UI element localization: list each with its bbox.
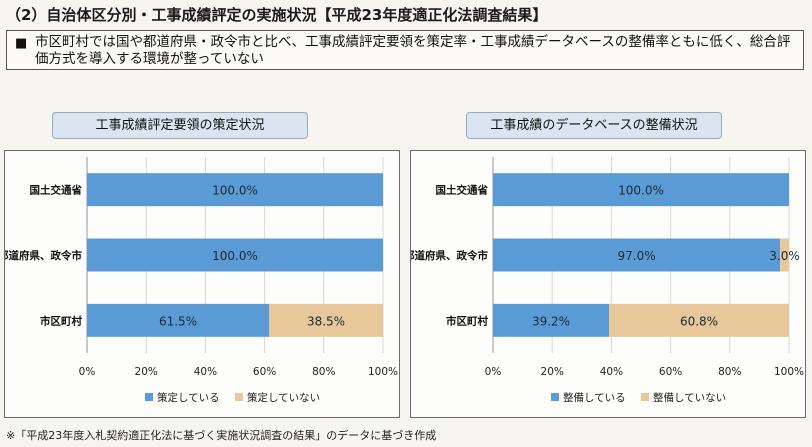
category-label: 国土交通省: [436, 184, 489, 197]
legend-swatch: [641, 393, 649, 401]
category-label: 市区町村: [40, 314, 82, 327]
x-tick-label: 40%: [194, 366, 217, 378]
x-tick-label: 20%: [541, 366, 564, 378]
summary-box: ■ 市区町村では国や都道府県・政令市と比べ、工事成績評定要領を策定率・工事成績デ…: [6, 30, 804, 70]
bar-segment: [609, 303, 789, 337]
bar-segment: [87, 173, 383, 207]
chart-1-svg: 国土交通省 100.0% 都道府県、政令市 100.0% 市区町村 61.5% 38.5% 0…: [5, 157, 398, 404]
x-tick-label: 100%: [774, 366, 804, 378]
data-label: 61.5%: [159, 314, 197, 328]
x-tick-label: 20%: [135, 366, 158, 378]
bar-segment: [493, 238, 781, 272]
legend-label: 整備していない: [653, 391, 726, 404]
legend-label: 策定している: [157, 391, 220, 404]
x-tick-label: 60%: [253, 366, 276, 378]
chart-2-panel: 国土交通省 100.0% 都道府県、政令市 97.0% 3.0% 市区町村 39.2% 60.…: [410, 150, 806, 418]
data-label: 3.0%: [769, 249, 800, 263]
legend-label: 策定していない: [247, 391, 320, 404]
bar-segment: [87, 238, 383, 272]
x-tick-label: 0%: [79, 366, 96, 378]
data-label: 97.0%: [617, 249, 655, 263]
x-tick-label: 60%: [659, 366, 682, 378]
chart-2-svg: 国土交通省 100.0% 都道府県、政令市 97.0% 3.0% 市区町村 39.2% 60.…: [411, 157, 804, 404]
page-title: （2）自治体区分別・工事成績評定の実施状況【平成23年度適正化法調査結果】: [6, 6, 548, 24]
data-label: 100.0%: [212, 249, 258, 263]
footnote: ※「平成23年度入札契約適正化法に基づく実施状況調査の結果」のデータに基づき作成: [6, 429, 437, 442]
x-tick-label: 80%: [718, 366, 741, 378]
category-label: 市区町村: [446, 314, 488, 327]
bar-segment: [87, 303, 270, 337]
data-label: 38.5%: [307, 314, 345, 328]
data-label: 60.8%: [680, 314, 718, 328]
bar-segment: [269, 303, 383, 337]
chart-1-title: 工事成績評定要領の策定状況: [52, 112, 308, 139]
x-tick-label: 0%: [485, 366, 502, 378]
chart-1-panel: 国土交通省 100.0% 都道府県、政令市 100.0% 市区町村 61.5% 38.5% 0…: [4, 150, 400, 418]
category-label: 国土交通省: [30, 184, 83, 197]
legend-swatch: [145, 393, 153, 401]
data-label: 100.0%: [618, 184, 664, 198]
x-tick-label: 40%: [600, 366, 623, 378]
category-label: 都道府県、政令市: [5, 249, 82, 262]
bar-segment: [780, 238, 789, 272]
legend-label: 整備している: [563, 391, 626, 404]
legend-swatch: [551, 393, 559, 401]
chart-2-title: 工事成績のデータベースの整備状況: [466, 112, 722, 139]
x-tick-label: 100%: [368, 366, 398, 378]
square-bullet-icon: ■: [15, 36, 28, 51]
data-label: 100.0%: [212, 184, 258, 198]
legend-swatch: [235, 393, 243, 401]
bar-segment: [493, 303, 610, 337]
category-label: 都道府県、政令市: [411, 249, 488, 262]
x-tick-label: 80%: [312, 366, 335, 378]
summary-text: 市区町村では国や都道府県・政令市と比べ、工事成績評定要領を策定率・工事成績データ…: [35, 34, 791, 67]
data-label: 39.2%: [532, 314, 570, 328]
bar-segment: [493, 173, 789, 207]
